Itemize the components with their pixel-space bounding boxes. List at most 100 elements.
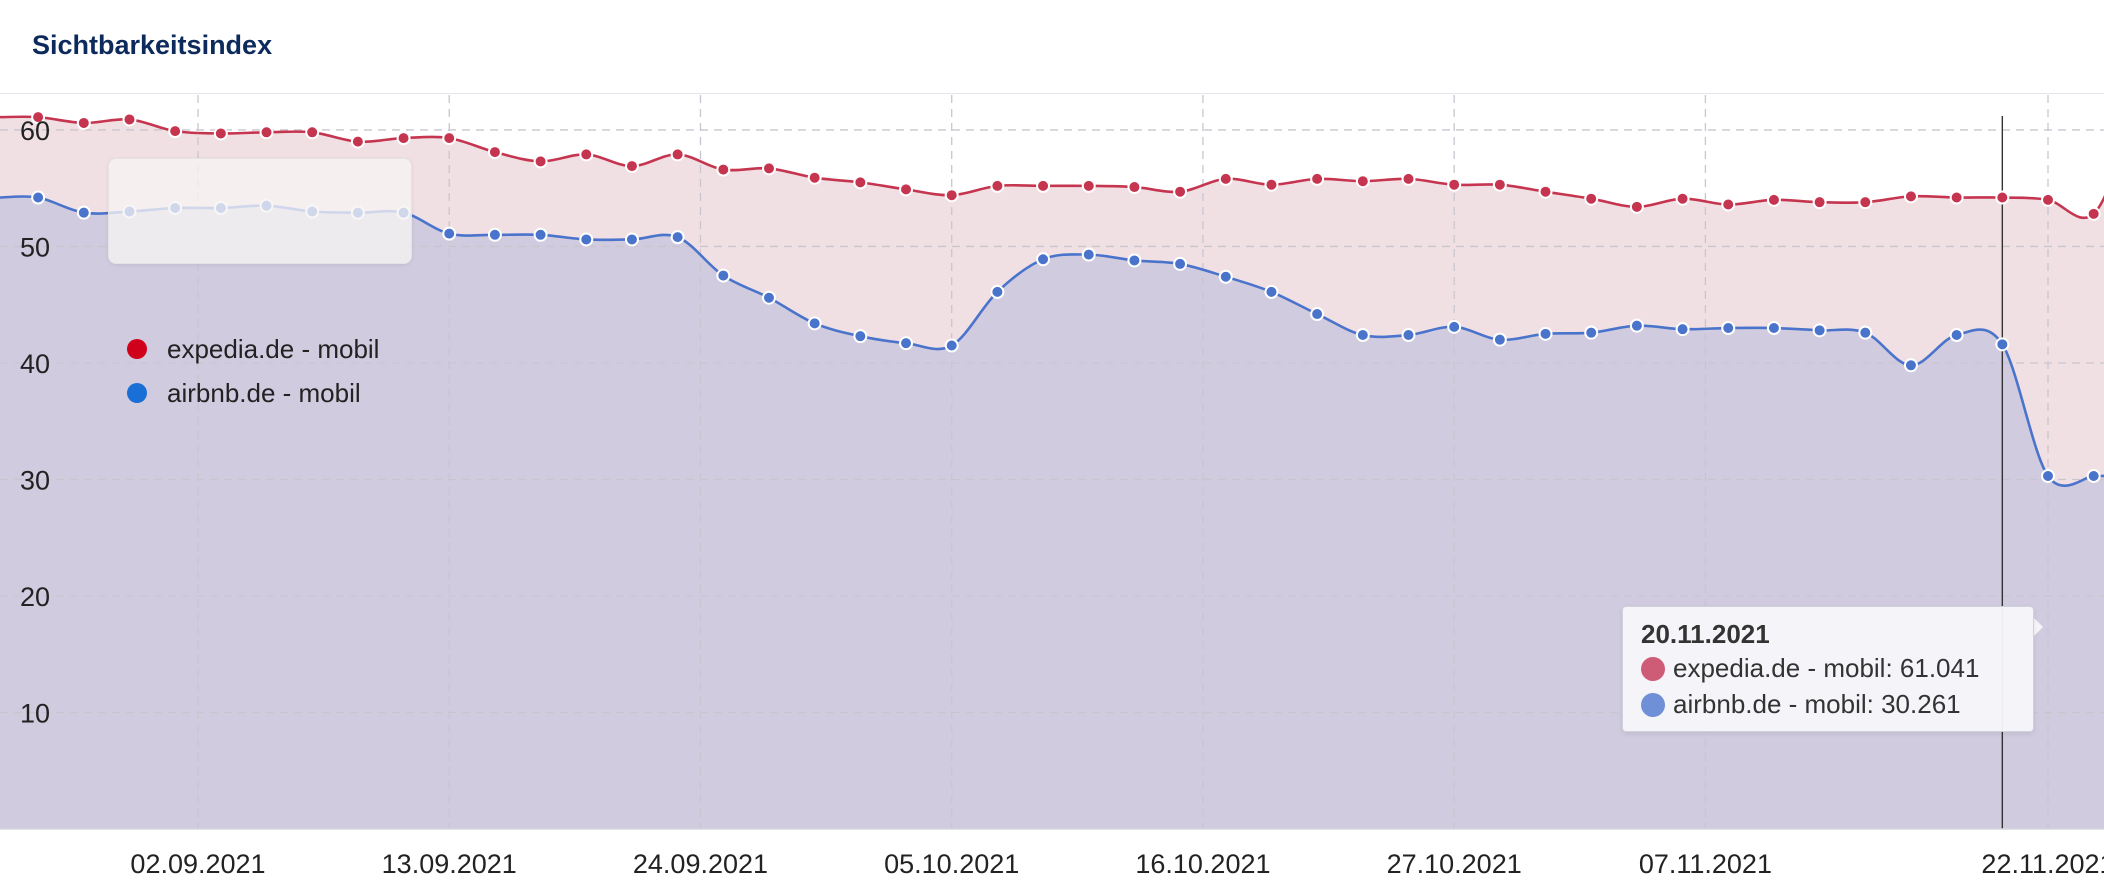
hover-tooltip: 20.11.2021 expedia.de - mobil: 61.041 ai… bbox=[1622, 606, 2034, 732]
y-tick-label-20: 20 bbox=[20, 582, 50, 612]
data-point-1-12 bbox=[579, 232, 594, 247]
data-point-0-22 bbox=[1036, 178, 1051, 193]
chart-legend: expedia.de - mobil airbnb.de - mobil bbox=[108, 158, 412, 408]
series-area-1 bbox=[0, 196, 2104, 829]
data-point-0-44 bbox=[2041, 192, 2055, 207]
data-point-0-4 bbox=[213, 126, 228, 141]
data-point-1-28 bbox=[1310, 307, 1325, 322]
data-point-1-39 bbox=[1812, 323, 1827, 338]
x-tick-label-05.10.2021: 05.10.2021 bbox=[884, 849, 1019, 879]
legend-label-expedia: expedia.de - mobil bbox=[167, 333, 380, 364]
data-point-0-42 bbox=[1949, 190, 1964, 205]
data-point-0-41 bbox=[1903, 189, 1918, 204]
data-point-1-16 bbox=[761, 290, 776, 305]
data-point-0-32 bbox=[1492, 177, 1507, 192]
tooltip-value-airbnb: airbnb.de - mobil: 30.261 bbox=[1673, 689, 1961, 719]
data-point-0-6 bbox=[305, 125, 320, 140]
data-point-0-21 bbox=[990, 178, 1005, 193]
data-point-1-10 bbox=[487, 227, 502, 242]
x-tick-label-16.10.2021: 16.10.2021 bbox=[1135, 849, 1270, 879]
data-point-1-24 bbox=[1127, 253, 1142, 268]
data-point-0-0 bbox=[31, 110, 46, 125]
data-point-1-20 bbox=[944, 338, 959, 353]
data-point-1-34 bbox=[1584, 325, 1599, 340]
x-tick-label-13.09.2021: 13.09.2021 bbox=[382, 849, 517, 879]
data-point-1-9 bbox=[442, 226, 457, 241]
data-point-0-24 bbox=[1127, 180, 1142, 195]
data-point-0-31 bbox=[1447, 177, 1462, 192]
data-point-0-45 bbox=[2086, 206, 2101, 221]
legend-item-expedia[interactable]: expedia.de - mobil bbox=[127, 331, 379, 367]
data-point-1-0 bbox=[31, 190, 46, 205]
data-point-1-19 bbox=[899, 336, 914, 351]
data-point-0-40 bbox=[1858, 195, 1873, 210]
y-tick-label-60: 60 bbox=[20, 116, 50, 146]
data-point-1-23 bbox=[1081, 247, 1096, 262]
chart-title: Sichtbarkeitsindex bbox=[32, 30, 273, 60]
data-point-1-11 bbox=[533, 227, 548, 242]
x-tick-label-24.09.2021: 24.09.2021 bbox=[633, 849, 768, 879]
chart-header: Sichtbarkeitsindex bbox=[0, 0, 2104, 94]
data-point-0-39 bbox=[1812, 195, 1827, 210]
y-tick-label-10: 10 bbox=[20, 698, 50, 728]
data-point-0-27 bbox=[1264, 177, 1279, 192]
data-point-0-23 bbox=[1081, 178, 1096, 193]
tooltip-row-airbnb: airbnb.de - mobil: 30.261 bbox=[1641, 689, 1961, 720]
data-point-1-35 bbox=[1629, 318, 1644, 333]
data-point-0-34 bbox=[1584, 191, 1599, 206]
data-point-1-42 bbox=[1949, 328, 1964, 343]
data-point-1-13 bbox=[624, 232, 639, 247]
tooltip-arrow bbox=[2033, 617, 2043, 637]
data-point-1-37 bbox=[1721, 321, 1736, 336]
x-tick-label-27.10.2021: 27.10.2021 bbox=[1387, 849, 1522, 879]
data-point-1-33 bbox=[1538, 326, 1553, 341]
data-point-1-32 bbox=[1492, 332, 1507, 347]
data-point-0-3 bbox=[168, 124, 183, 139]
legend-marker-expedia bbox=[127, 339, 147, 359]
data-point-0-11 bbox=[533, 154, 548, 169]
data-point-0-12 bbox=[579, 147, 594, 162]
data-point-0-2 bbox=[122, 112, 137, 127]
legend-label-airbnb: airbnb.de - mobil bbox=[167, 377, 361, 408]
y-tick-label-30: 30 bbox=[20, 465, 50, 495]
data-point-0-19 bbox=[899, 182, 914, 197]
legend-item-airbnb[interactable]: airbnb.de - mobil bbox=[127, 375, 361, 411]
x-tick-label-02.09.2021: 02.09.2021 bbox=[130, 849, 265, 879]
data-point-0-26 bbox=[1218, 171, 1233, 186]
data-point-0-18 bbox=[853, 175, 868, 190]
data-point-1-38 bbox=[1766, 321, 1781, 336]
data-point-0-5 bbox=[259, 125, 274, 140]
data-point-0-20 bbox=[944, 188, 959, 203]
data-point-1-14 bbox=[670, 230, 685, 245]
data-point-1-17 bbox=[807, 316, 822, 331]
y-tick-label-40: 40 bbox=[20, 349, 50, 379]
data-point-0-43 bbox=[1995, 190, 2010, 205]
data-point-0-14 bbox=[670, 147, 685, 162]
data-point-1-41 bbox=[1903, 358, 1918, 373]
data-point-0-36 bbox=[1675, 191, 1690, 206]
data-point-1-25 bbox=[1173, 256, 1188, 271]
data-point-0-30 bbox=[1401, 171, 1416, 186]
data-point-1-15 bbox=[716, 268, 731, 283]
x-tick-label-22.11.2021: 22.11.2021 bbox=[1981, 849, 2104, 879]
tooltip-row-expedia: expedia.de - mobil: 61.041 bbox=[1641, 653, 1979, 684]
data-point-0-10 bbox=[487, 145, 502, 160]
data-point-0-29 bbox=[1355, 174, 1370, 189]
data-point-1-40 bbox=[1858, 325, 1873, 340]
tooltip-value-expedia: expedia.de - mobil: 61.041 bbox=[1673, 653, 1980, 683]
data-point-0-15 bbox=[716, 162, 731, 177]
tooltip-marker-expedia bbox=[1641, 656, 1665, 681]
data-point-1-30 bbox=[1401, 328, 1416, 343]
tooltip-marker-airbnb bbox=[1641, 692, 1665, 717]
data-point-0-7 bbox=[350, 134, 365, 149]
data-point-1-18 bbox=[853, 329, 868, 344]
data-point-0-35 bbox=[1629, 199, 1644, 214]
data-point-0-13 bbox=[624, 159, 639, 174]
data-point-1-21 bbox=[990, 284, 1005, 299]
data-point-0-33 bbox=[1538, 184, 1553, 199]
data-point-0-38 bbox=[1766, 192, 1781, 207]
data-point-1-29 bbox=[1355, 328, 1370, 343]
data-point-0-9 bbox=[442, 131, 457, 146]
data-point-1-43 bbox=[1995, 337, 2010, 352]
